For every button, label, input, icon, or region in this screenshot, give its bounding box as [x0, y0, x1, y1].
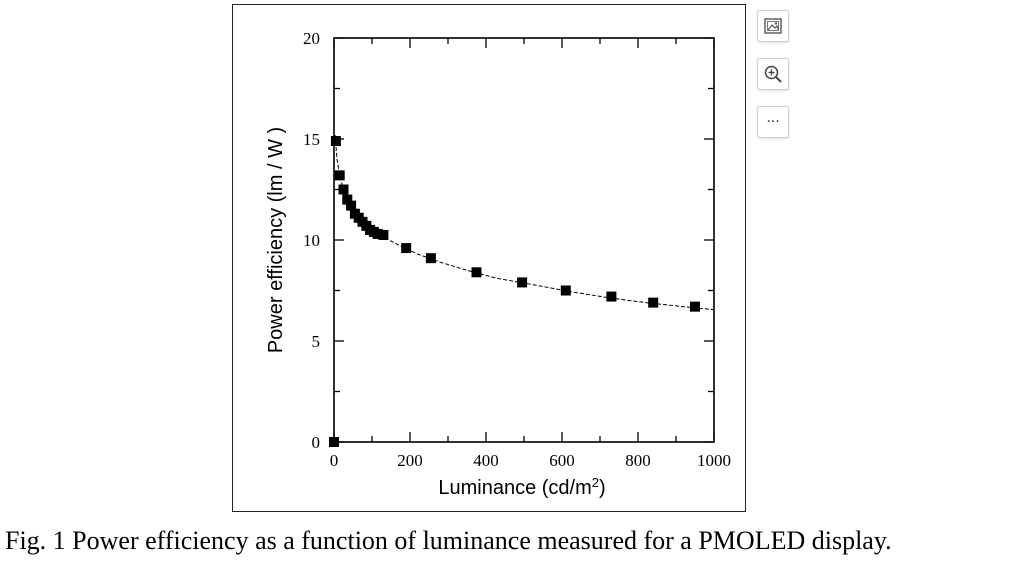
- x-tick-label: 1000: [697, 451, 731, 470]
- tick-labels: 0 200 400 600 800 1000 0 5 10 15 20: [303, 29, 731, 470]
- data-point: [606, 291, 617, 302]
- data-point: [330, 136, 341, 147]
- plot-frame: [333, 37, 715, 443]
- x-tick-label: 0: [330, 451, 339, 470]
- data-point: [648, 297, 659, 308]
- more-options-button[interactable]: ···: [757, 106, 789, 138]
- data-point: [401, 243, 412, 254]
- data-points: [329, 136, 700, 447]
- y-tick-label: 0: [312, 433, 321, 452]
- data-point: [471, 267, 482, 278]
- y-tick-label: 20: [303, 29, 320, 48]
- x-tick-label: 400: [473, 451, 499, 470]
- more-icon: ···: [766, 114, 780, 130]
- data-point: [517, 277, 528, 288]
- zoom-in-button[interactable]: [757, 58, 789, 90]
- data-point: [425, 253, 436, 264]
- y-tick-label: 10: [303, 231, 320, 250]
- y-tick-label: 5: [312, 332, 321, 351]
- data-point: [378, 229, 389, 240]
- y-axis-label: Power efficiency (lm / W ): [265, 127, 287, 353]
- axes: [333, 37, 715, 443]
- data-point: [329, 437, 339, 447]
- data-point: [334, 170, 345, 181]
- x-tick-label: 800: [625, 451, 651, 470]
- data-point: [342, 194, 353, 205]
- data-point: [560, 285, 571, 296]
- figure-caption: Fig. 1 Power efficiency as a function of…: [5, 526, 892, 555]
- view-image-button[interactable]: [757, 10, 789, 42]
- data-point: [346, 200, 357, 211]
- figure-frame: [232, 4, 746, 512]
- zoom-in-icon: [764, 65, 782, 83]
- data-point: [690, 301, 700, 312]
- x-tick-label: 200: [397, 451, 423, 470]
- data-point: [338, 184, 349, 195]
- image-icon: [764, 18, 782, 34]
- y-tick-label: 15: [303, 130, 320, 149]
- x-axis-label: Luminance (cd/m2): [438, 475, 605, 500]
- data-point: [372, 228, 383, 239]
- power-efficiency-chart: 0 200 400 600 800 1000 0 5 10 15 20 Luminance (cd/…: [265, 29, 731, 500]
- x-tick-label: 600: [549, 451, 575, 470]
